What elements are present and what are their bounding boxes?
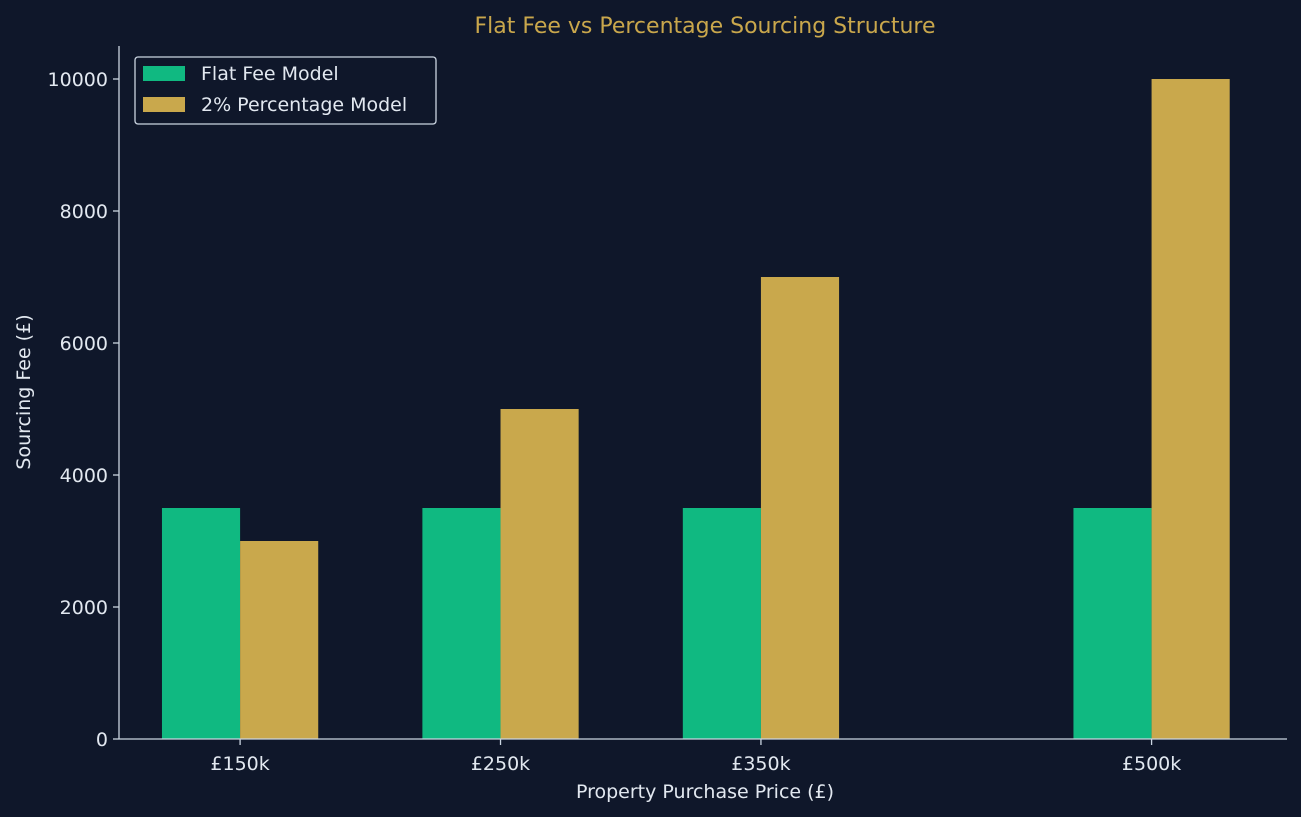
legend-frame — [134, 56, 437, 125]
y-tick-label: 4000 — [60, 465, 108, 487]
legend: Flat Fee Model 2% Percentage Model — [134, 56, 437, 125]
legend-label-percentage: 2% Percentage Model — [201, 94, 407, 116]
y-tick-label: 0 — [96, 729, 108, 751]
x-tick-label: £350k — [731, 753, 790, 775]
x-tick-label: £500k — [1122, 753, 1181, 775]
y-tick-label: 8000 — [60, 201, 108, 223]
legend-swatch-flat-fee — [143, 66, 185, 81]
x-tick-label: £150k — [210, 753, 269, 775]
legend-swatch-percentage — [143, 97, 185, 112]
x-axis-label: Property Purchase Price (£) — [576, 781, 834, 803]
bar-flat-fee-500k — [1073, 508, 1152, 739]
y-tick-label: 2000 — [60, 597, 108, 619]
bar-flat-fee-250k — [422, 508, 501, 739]
bar-flat-fee-350k — [682, 508, 761, 739]
y-axis-label: Sourcing Fee (£) — [13, 314, 35, 469]
bar-percentage-250k — [500, 409, 579, 739]
bar-percentage-500k — [1151, 79, 1230, 739]
bar-percentage-150k — [240, 541, 319, 739]
legend-label-flat-fee: Flat Fee Model — [201, 63, 339, 85]
x-tick-label: £250k — [471, 753, 530, 775]
bars-group — [161, 79, 1230, 739]
x-axis: £150k £250k £350k £500k — [119, 738, 1287, 775]
chart-title: Flat Fee vs Percentage Sourcing Structur… — [475, 14, 936, 39]
y-tick-label: 10000 — [48, 69, 108, 91]
y-axis: 0 2000 4000 6000 8000 10000 — [48, 46, 120, 751]
bar-flat-fee-150k — [161, 508, 241, 739]
y-tick-label: 6000 — [60, 333, 108, 355]
bar-percentage-350k — [760, 277, 840, 739]
